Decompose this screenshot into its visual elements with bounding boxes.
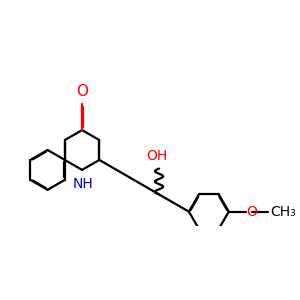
Text: OH: OH (147, 149, 168, 164)
Text: CH₃: CH₃ (270, 205, 296, 219)
Text: O: O (247, 205, 258, 219)
Text: NH: NH (72, 178, 93, 191)
Text: O: O (76, 84, 88, 99)
